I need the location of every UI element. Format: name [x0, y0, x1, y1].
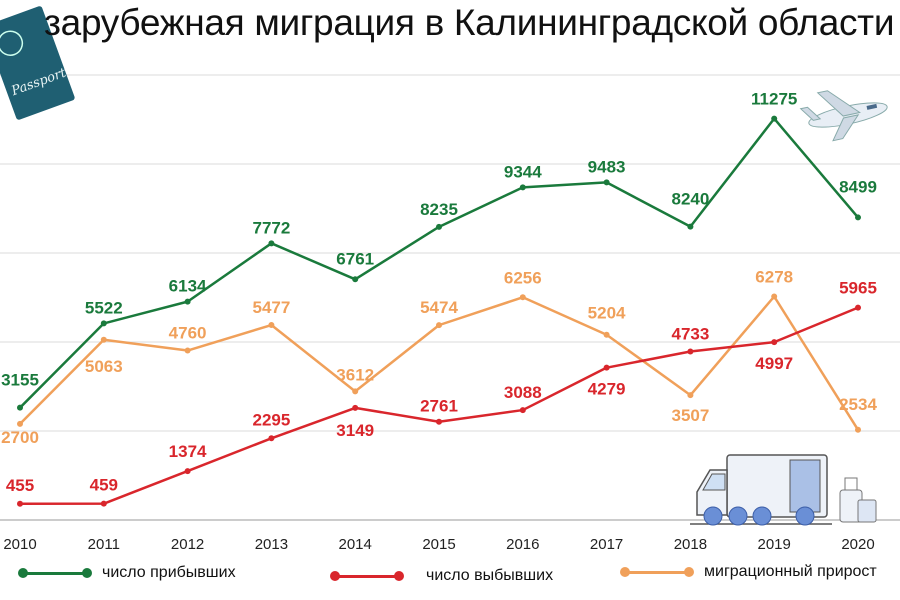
- x-tick-label: 2010: [3, 536, 36, 553]
- x-tick-label: 2011: [88, 536, 120, 553]
- passport-icon: Passport: [0, 6, 75, 120]
- legend-label-arrivals: число прибывших: [102, 564, 236, 581]
- x-tick-label: 2018: [674, 536, 707, 553]
- data-label-net-migration: 6278: [755, 268, 793, 287]
- data-label-departures: 4733: [671, 325, 709, 344]
- x-tick-label: 2017: [590, 536, 623, 553]
- data-label-net-migration: 3612: [336, 365, 374, 384]
- data-label-departures: 2761: [420, 397, 458, 416]
- data-label-departures: 459: [90, 476, 118, 495]
- data-point-net-migration: [436, 322, 442, 329]
- data-label-departures: 4279: [588, 380, 626, 399]
- data-point-departures: [17, 500, 23, 507]
- data-label-arrivals: 3155: [1, 371, 39, 390]
- data-label-net-migration: 5477: [252, 298, 290, 317]
- data-point-arrivals: [17, 404, 23, 411]
- data-point-arrivals: [268, 240, 275, 247]
- data-point-net-migration: [100, 336, 107, 343]
- legend-swatch-net-migration: [620, 566, 694, 577]
- data-point-arrivals: [352, 276, 359, 283]
- data-point-net-migration: [268, 322, 275, 329]
- data-point-departures: [436, 418, 442, 425]
- data-point-arrivals: [100, 320, 107, 327]
- series-line-arrivals: [19, 117, 859, 409]
- data-point-arrivals: [519, 184, 526, 191]
- data-point-arrivals: [687, 223, 694, 230]
- data-point-net-migration: [519, 294, 526, 301]
- data-label-arrivals: 9344: [504, 162, 542, 181]
- x-tick-label: 2012: [171, 536, 204, 553]
- data-point-departures: [855, 304, 861, 311]
- data-label-net-migration: 6256: [504, 268, 542, 287]
- x-tick-label: 2013: [255, 536, 288, 553]
- data-label-arrivals: 6134: [169, 277, 207, 296]
- legend-label-net-migration: миграционный прирост: [704, 563, 877, 580]
- data-point-departures: [519, 407, 526, 414]
- data-label-departures: 2295: [252, 410, 290, 429]
- airplane-icon: [799, 90, 888, 142]
- legend-item-arrivals: число прибывших: [18, 564, 236, 582]
- data-label-net-migration: 2534: [839, 395, 877, 414]
- legend-item-net-migration: миграционный прирост: [620, 563, 877, 581]
- data-point-net-migration: [771, 293, 778, 300]
- data-label-net-migration: 3507: [671, 406, 709, 425]
- legend-swatch-departures: [330, 570, 404, 581]
- data-point-arrivals: [603, 179, 610, 186]
- data-point-departures: [184, 468, 191, 475]
- data-point-net-migration: [855, 426, 861, 433]
- x-tick-label: 2014: [339, 536, 372, 553]
- data-label-arrivals: 5522: [85, 298, 123, 317]
- data-point-departures: [603, 364, 610, 371]
- x-tick-label: 2016: [506, 536, 539, 553]
- data-point-net-migration: [603, 331, 610, 338]
- data-label-arrivals: 8235: [420, 200, 458, 219]
- data-point-net-migration: [687, 392, 694, 399]
- data-label-arrivals: 6761: [336, 249, 374, 268]
- data-label-net-migration: 5063: [85, 357, 123, 376]
- data-label-arrivals: 11275: [751, 90, 797, 109]
- legend-item-departures: число выбывших: [330, 567, 554, 585]
- data-point-departures: [687, 348, 694, 355]
- data-label-arrivals: 8499: [839, 177, 877, 196]
- x-tick-label: 2015: [422, 536, 455, 553]
- data-point-arrivals: [436, 223, 442, 230]
- data-point-arrivals: [771, 115, 778, 122]
- luggage-icon: [839, 477, 877, 523]
- data-label-departures: 5965: [839, 279, 877, 298]
- data-label-net-migration: 5474: [420, 298, 458, 317]
- data-point-net-migration: [352, 388, 359, 395]
- data-point-departures: [771, 339, 778, 346]
- truck-icon: [690, 454, 832, 526]
- data-point-departures: [100, 500, 107, 507]
- data-point-departures: [352, 404, 359, 411]
- x-tick-label: 2019: [758, 536, 791, 553]
- data-point-net-migration: [184, 347, 191, 354]
- data-point-arrivals: [184, 298, 191, 305]
- data-label-departures: 3149: [336, 421, 374, 440]
- data-label-departures: 4997: [755, 354, 793, 373]
- data-label-net-migration: 2700: [1, 428, 39, 447]
- chart-title: зарубежная миграция в Калининградской об…: [44, 2, 895, 43]
- data-label-net-migration: 4760: [169, 324, 207, 343]
- data-label-arrivals: 8240: [671, 190, 709, 209]
- data-label-departures: 1374: [169, 442, 207, 461]
- data-label-arrivals: 7772: [252, 218, 290, 237]
- data-point-net-migration: [17, 420, 23, 427]
- legend-label-departures: число выбывших: [426, 567, 554, 584]
- data-label-arrivals: 9483: [588, 157, 626, 176]
- data-point-arrivals: [855, 214, 861, 221]
- data-label-departures: 3088: [504, 383, 542, 402]
- data-label-net-migration: 5204: [588, 304, 626, 323]
- data-label-departures: 455: [6, 476, 34, 495]
- legend-swatch-arrivals: [18, 567, 92, 578]
- x-tick-label: 2020: [841, 536, 874, 553]
- data-point-departures: [268, 435, 275, 442]
